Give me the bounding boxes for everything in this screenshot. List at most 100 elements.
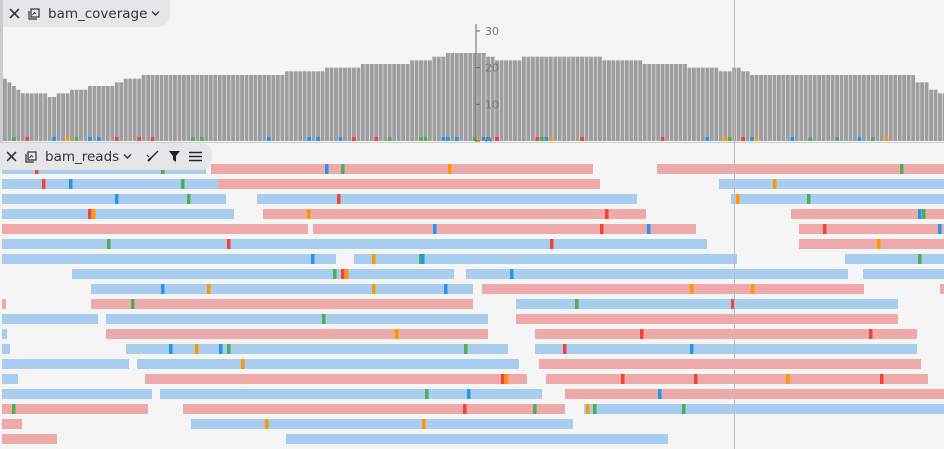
coverage-track: 30 20 10 0 bam_coverage xyxy=(0,0,944,143)
read-mismatch xyxy=(422,419,426,429)
coverage-bar xyxy=(942,93,944,141)
read[interactable] xyxy=(324,239,707,249)
read[interactable] xyxy=(191,419,573,429)
read[interactable] xyxy=(106,329,488,339)
read[interactable] xyxy=(2,209,234,219)
read[interactable] xyxy=(799,239,944,249)
reads-track-title[interactable]: bam_reads xyxy=(45,148,120,165)
read-mismatch xyxy=(169,344,173,354)
read[interactable] xyxy=(160,389,542,399)
read[interactable] xyxy=(546,374,928,384)
read[interactable] xyxy=(2,254,336,264)
read[interactable] xyxy=(863,269,944,279)
coverage-bar xyxy=(195,75,200,141)
read-mismatch xyxy=(161,284,165,294)
read[interactable] xyxy=(218,179,600,189)
read[interactable] xyxy=(354,254,737,264)
read[interactable] xyxy=(2,359,129,369)
track-settings-icon[interactable] xyxy=(25,150,37,163)
read[interactable] xyxy=(91,284,473,294)
coverage-bar xyxy=(853,75,857,141)
read[interactable] xyxy=(535,329,917,339)
read[interactable] xyxy=(2,374,18,384)
coverage-bar xyxy=(289,71,294,141)
read[interactable] xyxy=(539,359,921,369)
read[interactable] xyxy=(791,209,944,219)
reads-track: bam_reads xyxy=(0,143,944,449)
read[interactable] xyxy=(126,344,508,354)
read[interactable] xyxy=(2,194,226,204)
read-mismatch xyxy=(467,389,471,399)
read[interactable] xyxy=(2,404,148,414)
read-mismatch xyxy=(647,224,651,234)
read-mismatch xyxy=(219,344,223,354)
menu-icon[interactable] xyxy=(189,151,203,162)
read[interactable] xyxy=(516,299,898,309)
read[interactable] xyxy=(799,224,944,234)
coverage-bar xyxy=(311,71,316,141)
coverage-bar xyxy=(821,75,826,141)
read[interactable] xyxy=(657,164,944,174)
read[interactable] xyxy=(584,404,944,414)
read[interactable] xyxy=(731,194,944,204)
close-icon[interactable] xyxy=(6,151,17,162)
read[interactable] xyxy=(565,389,944,399)
coverage-bar xyxy=(405,64,410,141)
coverage-bar xyxy=(293,71,298,141)
coverage-bar xyxy=(808,75,813,141)
read[interactable] xyxy=(183,404,565,414)
read[interactable] xyxy=(72,269,454,279)
chevron-down-icon[interactable] xyxy=(123,153,132,160)
read[interactable] xyxy=(2,419,22,429)
read[interactable] xyxy=(137,359,519,369)
track-separator[interactable] xyxy=(0,142,944,143)
coverage-bar xyxy=(177,75,182,141)
read[interactable] xyxy=(719,179,944,189)
read[interactable] xyxy=(263,209,646,219)
coverage-bar xyxy=(271,75,276,141)
coverage-mismatch xyxy=(387,137,392,141)
close-icon[interactable] xyxy=(9,8,20,19)
coverage-bar xyxy=(34,93,39,141)
chevron-down-icon[interactable] xyxy=(151,10,160,17)
coverage-mismatch xyxy=(741,137,746,141)
coverage-bar xyxy=(128,78,133,141)
coverage-bar xyxy=(830,75,835,141)
read[interactable] xyxy=(2,434,57,444)
read[interactable] xyxy=(91,299,473,309)
read-mismatch xyxy=(773,179,777,189)
read[interactable] xyxy=(2,179,218,189)
coverage-bar xyxy=(208,75,213,141)
read[interactable] xyxy=(940,284,944,294)
filter-icon[interactable] xyxy=(168,150,181,163)
read[interactable] xyxy=(845,254,944,264)
read[interactable] xyxy=(2,239,336,249)
read[interactable] xyxy=(211,164,593,174)
track-settings-icon[interactable] xyxy=(28,7,40,20)
coverage-y-tick-label: 10 xyxy=(485,98,499,111)
read[interactable] xyxy=(466,269,848,279)
read[interactable] xyxy=(482,284,864,294)
read[interactable] xyxy=(145,374,527,384)
coverage-bar xyxy=(374,64,379,141)
read[interactable] xyxy=(2,299,6,309)
coverage-mismatch xyxy=(723,137,728,141)
read[interactable] xyxy=(313,224,696,234)
coverage-bar xyxy=(226,75,231,141)
read[interactable] xyxy=(516,314,898,324)
brush-icon[interactable] xyxy=(146,150,160,163)
read[interactable] xyxy=(2,344,10,354)
coverage-track-title[interactable]: bam_coverage xyxy=(48,5,148,22)
read[interactable] xyxy=(2,314,98,324)
read[interactable] xyxy=(286,434,668,444)
read[interactable] xyxy=(2,329,7,339)
coverage-bar xyxy=(410,60,414,141)
read[interactable] xyxy=(535,344,917,354)
coverage-bar xyxy=(794,75,799,141)
read[interactable] xyxy=(106,314,488,324)
read[interactable] xyxy=(2,389,152,399)
read-mismatch xyxy=(69,179,73,189)
read[interactable] xyxy=(2,224,308,234)
read-mismatch xyxy=(640,329,644,339)
read[interactable] xyxy=(257,194,637,204)
